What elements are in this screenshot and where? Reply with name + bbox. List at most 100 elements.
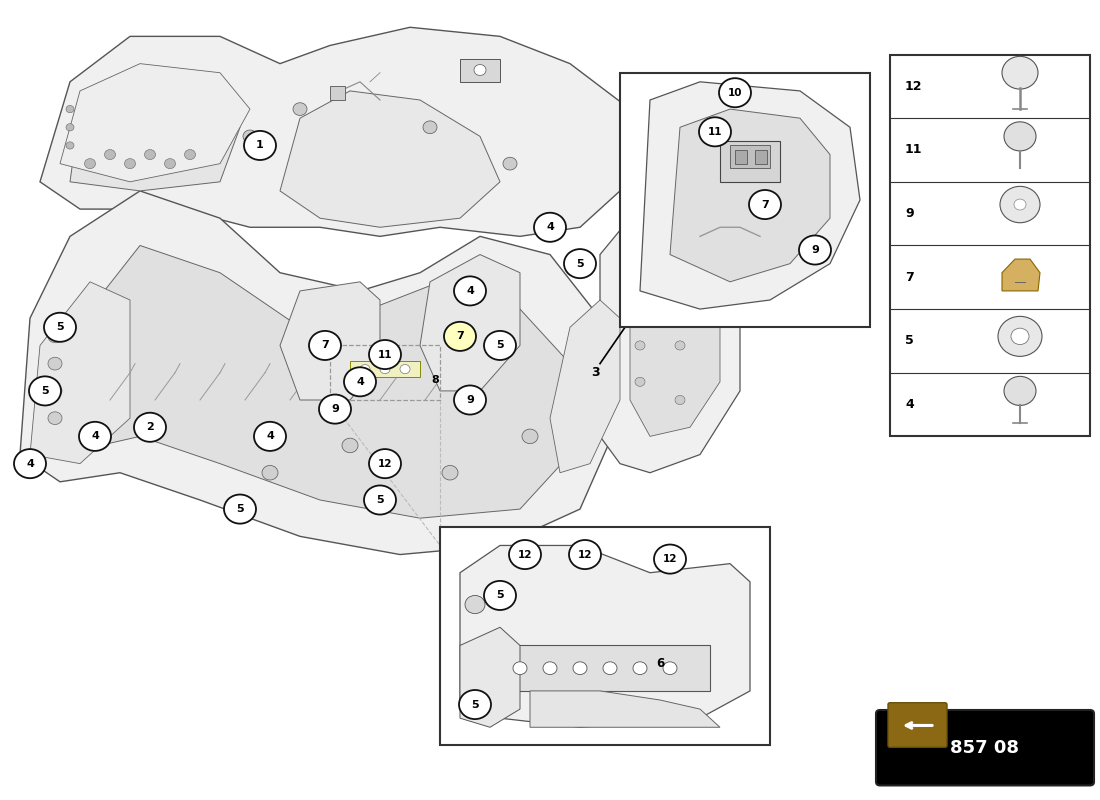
Circle shape xyxy=(342,438,358,453)
Circle shape xyxy=(424,121,437,134)
Text: 12: 12 xyxy=(518,550,532,559)
Text: 4: 4 xyxy=(26,458,34,469)
Text: 1: 1 xyxy=(256,141,264,150)
Text: 9: 9 xyxy=(905,207,914,220)
Circle shape xyxy=(654,545,686,574)
Text: 12: 12 xyxy=(905,80,923,93)
Circle shape xyxy=(185,150,196,159)
Circle shape xyxy=(484,581,516,610)
Circle shape xyxy=(319,394,351,424)
Circle shape xyxy=(48,330,62,342)
Circle shape xyxy=(534,213,566,242)
Polygon shape xyxy=(70,82,240,191)
Text: 6: 6 xyxy=(656,657,664,670)
Circle shape xyxy=(1011,328,1028,345)
Circle shape xyxy=(465,595,485,614)
Circle shape xyxy=(224,494,256,524)
Text: 3: 3 xyxy=(591,366,600,379)
Circle shape xyxy=(513,662,527,674)
Polygon shape xyxy=(40,27,630,236)
Circle shape xyxy=(522,429,538,444)
Circle shape xyxy=(14,449,46,478)
Text: 4: 4 xyxy=(356,377,364,387)
Bar xyxy=(890,54,1090,436)
Circle shape xyxy=(262,466,278,480)
Circle shape xyxy=(85,158,96,169)
Text: 7: 7 xyxy=(905,270,914,284)
Circle shape xyxy=(454,276,486,306)
Circle shape xyxy=(104,150,116,159)
Text: 5: 5 xyxy=(496,341,504,350)
Bar xyxy=(350,361,420,378)
Circle shape xyxy=(675,395,685,405)
Circle shape xyxy=(675,286,685,295)
Circle shape xyxy=(663,662,676,674)
Polygon shape xyxy=(530,691,720,727)
Polygon shape xyxy=(1002,259,1040,291)
Circle shape xyxy=(635,305,645,314)
Circle shape xyxy=(675,341,685,350)
Circle shape xyxy=(244,131,276,160)
Text: 5: 5 xyxy=(576,258,584,269)
Text: 5: 5 xyxy=(376,495,384,505)
Text: 5: 5 xyxy=(471,699,478,710)
Circle shape xyxy=(124,158,135,169)
Text: 12: 12 xyxy=(662,554,678,564)
Circle shape xyxy=(309,331,341,360)
Circle shape xyxy=(454,386,486,414)
Circle shape xyxy=(573,662,587,674)
Polygon shape xyxy=(460,546,750,727)
Circle shape xyxy=(368,340,402,369)
Bar xyxy=(755,150,767,164)
Polygon shape xyxy=(420,254,520,391)
Text: 10: 10 xyxy=(728,88,743,98)
Polygon shape xyxy=(460,627,520,727)
Text: 5: 5 xyxy=(496,590,504,601)
Circle shape xyxy=(719,78,751,107)
FancyBboxPatch shape xyxy=(888,702,947,747)
Bar xyxy=(720,141,780,182)
Text: 8: 8 xyxy=(431,375,439,385)
Text: 5: 5 xyxy=(236,504,244,514)
Text: 7: 7 xyxy=(761,199,769,210)
Circle shape xyxy=(484,331,516,360)
Text: 5: 5 xyxy=(905,334,914,347)
Circle shape xyxy=(543,662,557,674)
Circle shape xyxy=(444,322,476,351)
Bar xyxy=(330,86,345,100)
Circle shape xyxy=(632,662,647,674)
Circle shape xyxy=(635,268,645,278)
Polygon shape xyxy=(630,236,720,436)
Circle shape xyxy=(1004,376,1036,406)
Polygon shape xyxy=(30,282,130,464)
Bar xyxy=(730,146,770,168)
Circle shape xyxy=(564,249,596,278)
Text: 12: 12 xyxy=(578,550,592,559)
Text: 7: 7 xyxy=(456,331,464,342)
Polygon shape xyxy=(80,246,570,518)
Text: 9: 9 xyxy=(331,404,339,414)
Polygon shape xyxy=(670,109,830,282)
Circle shape xyxy=(1014,199,1026,210)
Text: 9: 9 xyxy=(466,395,474,405)
Text: 4: 4 xyxy=(466,286,474,296)
Circle shape xyxy=(799,235,830,265)
Bar xyxy=(620,73,870,327)
Circle shape xyxy=(569,540,601,569)
Circle shape xyxy=(1004,122,1036,151)
Text: 11: 11 xyxy=(377,350,393,359)
Circle shape xyxy=(635,341,645,350)
Text: eurospares: eurospares xyxy=(124,355,475,409)
Polygon shape xyxy=(280,91,500,227)
Circle shape xyxy=(998,316,1042,356)
Text: 2: 2 xyxy=(146,422,154,432)
Circle shape xyxy=(368,449,402,478)
Circle shape xyxy=(79,422,111,451)
Polygon shape xyxy=(640,82,860,309)
Polygon shape xyxy=(60,64,250,182)
Polygon shape xyxy=(280,282,380,400)
Text: 4: 4 xyxy=(266,431,274,442)
Circle shape xyxy=(344,367,376,396)
FancyBboxPatch shape xyxy=(876,710,1094,786)
Circle shape xyxy=(459,690,491,719)
